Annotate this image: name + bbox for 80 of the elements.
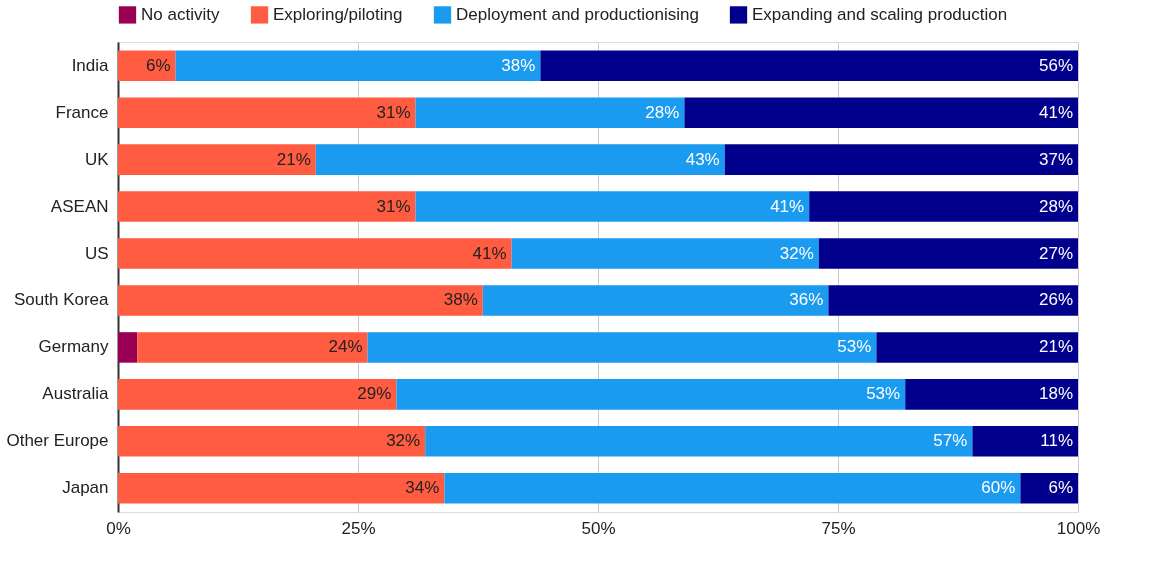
- bar: [118, 97, 416, 128]
- data-label: 38%: [443, 290, 478, 310]
- bar: [118, 238, 512, 269]
- data-label: 41%: [1038, 102, 1073, 122]
- legend-label: No activity: [141, 4, 220, 24]
- bar: [415, 97, 685, 128]
- data-label: 53%: [837, 337, 872, 357]
- y-tick-label: South Korea: [13, 290, 110, 310]
- x-tick-label: 0%: [106, 518, 131, 538]
- data-label: 18%: [1038, 384, 1073, 404]
- y-tick-label: US: [84, 243, 109, 263]
- bar: [876, 332, 1078, 363]
- data-label: 28%: [645, 102, 680, 122]
- bar: [809, 191, 1078, 222]
- bar: [118, 285, 483, 316]
- data-label: 6%: [146, 55, 171, 75]
- y-tick-label: UK: [84, 149, 110, 169]
- bar: [118, 50, 176, 81]
- y-tick-label: India: [71, 55, 110, 75]
- bar: [396, 379, 906, 410]
- data-label: 21%: [1038, 337, 1073, 357]
- data-label: 21%: [276, 149, 311, 169]
- legend-label: Expanding and scaling production: [752, 4, 1008, 24]
- y-tick-label: Japan: [62, 478, 109, 498]
- bar: [482, 285, 829, 316]
- data-label: 36%: [789, 290, 824, 310]
- bar: [972, 426, 1078, 457]
- y-tick-label: France: [55, 102, 109, 122]
- x-tick-label: 75%: [821, 518, 856, 538]
- bar: [1020, 473, 1078, 504]
- bar: [118, 473, 445, 504]
- data-label: 31%: [376, 196, 411, 216]
- bar: [818, 238, 1078, 269]
- data-label: 26%: [1038, 290, 1073, 310]
- data-label: 57%: [933, 431, 968, 451]
- y-tick-label: Other Europe: [6, 431, 109, 451]
- bar: [444, 473, 1021, 504]
- bar: [118, 379, 397, 410]
- data-label: 29%: [357, 384, 392, 404]
- data-label: 28%: [1038, 196, 1073, 216]
- bar: [540, 50, 1078, 81]
- data-label: 37%: [1038, 149, 1073, 169]
- x-tick-label: 100%: [1056, 518, 1101, 538]
- data-label: 6%: [1048, 478, 1073, 498]
- data-label: 32%: [386, 431, 421, 451]
- bar: [828, 285, 1078, 316]
- legend-label: Deployment and productionising: [456, 4, 699, 24]
- x-tick-label: 25%: [341, 518, 376, 538]
- data-label: 32%: [779, 243, 814, 263]
- data-label: 27%: [1038, 243, 1073, 263]
- y-tick-label: ASEAN: [50, 196, 109, 216]
- bar: [137, 332, 368, 363]
- data-label: 34%: [405, 478, 440, 498]
- bar: [511, 238, 819, 269]
- data-label: 31%: [376, 102, 411, 122]
- bar: [118, 191, 416, 222]
- data-label: 41%: [770, 196, 805, 216]
- bar: [425, 426, 973, 457]
- bar: [415, 191, 810, 222]
- bar: [118, 332, 138, 363]
- bar: [315, 144, 725, 175]
- bar: [118, 426, 426, 457]
- bar: [905, 379, 1078, 410]
- data-label: 38%: [501, 55, 536, 75]
- x-tick-label: 50%: [581, 518, 616, 538]
- data-label: 43%: [685, 149, 720, 169]
- bar: [118, 144, 316, 175]
- data-label: 56%: [1038, 55, 1073, 75]
- data-label: 24%: [328, 337, 363, 357]
- data-label: 41%: [472, 243, 507, 263]
- bar: [684, 97, 1078, 128]
- y-tick-label: Australia: [42, 384, 110, 404]
- bar: [724, 144, 1078, 175]
- y-tick-label: Germany: [38, 337, 109, 357]
- bar: [367, 332, 877, 363]
- data-label: 53%: [866, 384, 901, 404]
- legend-label: Exploring/piloting: [273, 4, 403, 24]
- data-label: 60%: [981, 478, 1016, 498]
- data-label: 11%: [1040, 431, 1073, 451]
- bar: [175, 50, 541, 81]
